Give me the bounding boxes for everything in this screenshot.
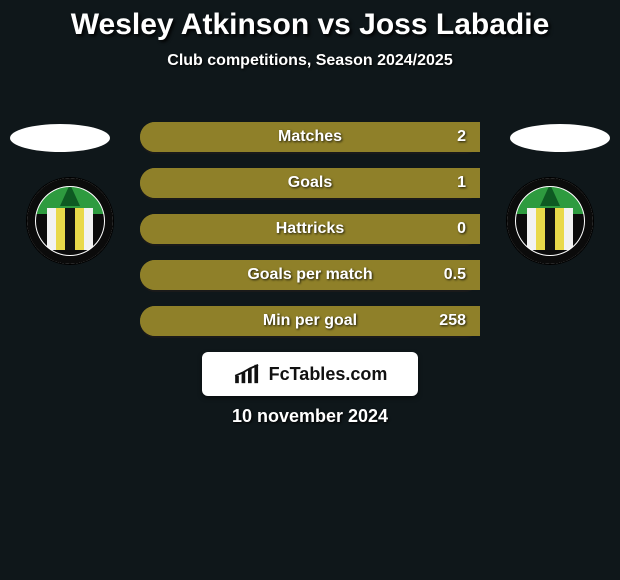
stat-value: 0 — [457, 214, 466, 244]
stat-label: Goals per match — [140, 260, 480, 290]
stat-label: Min per goal — [140, 306, 480, 336]
stat-rows: Matches 2 Goals 1 Hattricks 0 Goals per … — [140, 122, 480, 352]
stat-label: Hattricks — [140, 214, 480, 244]
club-crest-right — [507, 178, 593, 264]
stat-row: Hattricks 0 — [140, 214, 480, 244]
player-avatar-left — [10, 124, 110, 152]
club-crest-left — [27, 178, 113, 264]
page-title: Wesley Atkinson vs Joss Labadie — [0, 0, 620, 42]
comparison-card: Wesley Atkinson vs Joss Labadie Club com… — [0, 0, 620, 580]
stat-row: Goals 1 — [140, 168, 480, 198]
barchart-icon — [233, 363, 263, 385]
player-avatar-right — [510, 124, 610, 152]
stat-label: Matches — [140, 122, 480, 152]
stat-value: 1 — [457, 168, 466, 198]
stat-row: Min per goal 258 — [140, 306, 480, 336]
stat-value: 258 — [439, 306, 466, 336]
stat-value: 0.5 — [444, 260, 466, 290]
source-badge: FcTables.com — [202, 352, 418, 396]
stat-row: Goals per match 0.5 — [140, 260, 480, 290]
stat-row: Matches 2 — [140, 122, 480, 152]
stat-value: 2 — [457, 122, 466, 152]
source-badge-text: FcTables.com — [269, 364, 388, 385]
page-subtitle: Club competitions, Season 2024/2025 — [0, 52, 620, 70]
stat-label: Goals — [140, 168, 480, 198]
date-text: 10 november 2024 — [0, 406, 620, 427]
